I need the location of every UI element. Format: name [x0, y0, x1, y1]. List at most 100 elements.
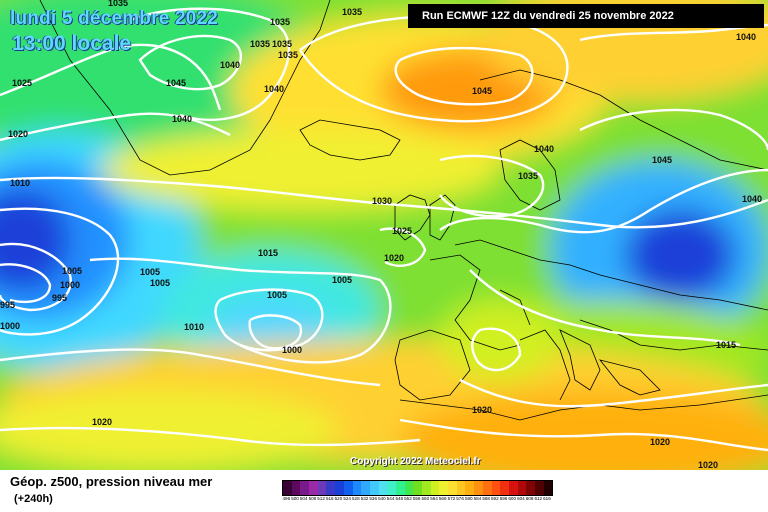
- color-scale-value: 496: [282, 496, 291, 501]
- color-scale-swatch: [448, 481, 457, 495]
- color-scale-value: 564: [430, 496, 438, 501]
- color-scale-value: 592: [491, 496, 499, 501]
- isobar-label: 1045: [166, 78, 186, 88]
- isobar-label: 1005: [332, 275, 352, 285]
- isobar-label: 1015: [716, 340, 736, 350]
- color-scale-swatch: [500, 481, 509, 495]
- color-scale-value: 500: [291, 496, 299, 501]
- isobar-label: 1020: [384, 253, 404, 263]
- color-scale-value: 544: [386, 496, 395, 501]
- color-scale-swatch: [300, 481, 310, 495]
- color-scale-value: 512: [317, 496, 325, 501]
- color-scale-swatch: [534, 481, 544, 495]
- isobar-label: 1010: [10, 178, 30, 188]
- color-scale-value: 572: [447, 496, 456, 501]
- parameter-label: Géop. z500, pression niveau mer: [10, 474, 213, 489]
- color-scale-value: 524: [343, 496, 351, 501]
- color-scale-value: 508: [308, 496, 317, 501]
- color-scale-swatch: [413, 481, 422, 495]
- forecast-local-time: 13:00 locale: [12, 32, 132, 55]
- color-scale-swatch: [395, 481, 405, 495]
- isobar-label: 1000: [0, 321, 20, 331]
- isobar-label: 1005: [62, 266, 82, 276]
- isobar-label: 1035: [108, 0, 128, 8]
- isobar-label: 1005: [140, 267, 160, 277]
- color-scale-swatch: [387, 481, 396, 495]
- color-scale-value: 560: [421, 496, 430, 501]
- weather-map: 1035 1035 1035 1035 1035 1040 1045 1040 …: [0, 0, 768, 470]
- isobar-label: 1015: [258, 248, 278, 258]
- isobar-label: 1035: [342, 7, 362, 17]
- color-scale-value: 616: [543, 496, 551, 501]
- isobar-label: 1035: [272, 39, 292, 49]
- color-scale-swatch: [482, 481, 492, 495]
- color-scale-swatch: [283, 481, 292, 495]
- isobar-label: 1010: [184, 322, 204, 332]
- color-scale-value: 516: [325, 496, 334, 501]
- color-scale-swatch: [369, 481, 379, 495]
- isobar-label: 1000: [60, 280, 80, 290]
- isobar-label: 1020: [698, 460, 718, 470]
- color-scale-swatch: [317, 481, 327, 495]
- color-scale: [282, 480, 554, 496]
- color-scale-swatch: [543, 481, 553, 495]
- isobar-label: 1045: [472, 86, 492, 96]
- color-scale-value: 612: [534, 496, 543, 501]
- color-scale-swatch: [378, 481, 388, 495]
- isobar-label: 1025: [12, 78, 32, 88]
- color-scale-value: 600: [508, 496, 517, 501]
- model-run-banner: Run ECMWF 12Z du vendredi 25 novembre 20…: [408, 4, 764, 28]
- color-scale-swatch: [326, 481, 336, 495]
- isobar-label: 1040: [264, 84, 284, 94]
- isobar-labels: 1035 1035 1035 1035 1035 1040 1045 1040 …: [0, 0, 762, 470]
- color-scale-value: 588: [482, 496, 490, 501]
- color-scale-swatch: [465, 481, 475, 495]
- isobar-label: 1000: [282, 345, 302, 355]
- color-scale-swatch: [404, 481, 414, 495]
- color-scale-value: 520: [334, 496, 343, 501]
- color-scale-value: 556: [412, 496, 421, 501]
- isobar-label: 1025: [392, 226, 412, 236]
- isobar-label: 995: [0, 300, 15, 310]
- color-scale-swatch: [343, 481, 353, 495]
- isobar-label: 1005: [150, 278, 170, 288]
- color-scale-swatch: [517, 481, 527, 495]
- isobar-label: 1040: [736, 32, 756, 42]
- color-scale-labels: 496 500 504 508 512 516 520 524 528 532 536 540 544 5…: [282, 496, 551, 508]
- color-scale-value: 528: [352, 496, 360, 501]
- color-scale-swatch: [352, 481, 362, 495]
- isobar-label: 1020: [8, 129, 28, 139]
- isobar-label: 1040: [220, 60, 240, 70]
- color-scale-value: 604: [517, 496, 525, 501]
- isobar-label: 1020: [650, 437, 670, 447]
- color-scale-value: 532: [360, 496, 369, 501]
- copyright-notice: Copyright 2022 Meteociel.fr: [350, 456, 481, 467]
- color-scale-value: 540: [378, 496, 386, 501]
- color-scale-swatch: [439, 481, 449, 495]
- forecast-date: lundi 5 décembre 2022: [10, 8, 219, 29]
- color-scale-value: 576: [456, 496, 464, 501]
- color-scale-value: 596: [499, 496, 508, 501]
- color-scale-swatch: [474, 481, 483, 495]
- isobar-label: 1020: [92, 417, 112, 427]
- isobar-label: 1035: [270, 17, 290, 27]
- color-scale-swatch: [361, 481, 370, 495]
- color-scale-swatch: [526, 481, 535, 495]
- isobar-label: 1040: [534, 144, 554, 154]
- isobar-label: 1005: [267, 290, 287, 300]
- color-scale-swatch: [291, 481, 301, 495]
- color-scale-value: 548: [395, 496, 404, 501]
- lead-time-label: (+240h): [14, 493, 53, 505]
- isobar-label: 1035: [278, 50, 298, 60]
- isobar-label: 1045: [652, 155, 672, 165]
- color-scale-swatch: [422, 481, 431, 495]
- isobar-label: 995: [52, 293, 67, 303]
- geopotential-field: [0, 0, 768, 470]
- color-scale-swatch: [508, 481, 518, 495]
- isobar-label: 1040: [172, 114, 192, 124]
- color-scale-swatch: [309, 481, 318, 495]
- color-scale-swatch: [430, 481, 440, 495]
- color-scale-swatch: [491, 481, 501, 495]
- color-scale-value: 580: [464, 496, 473, 501]
- color-scale-value: 568: [438, 496, 447, 501]
